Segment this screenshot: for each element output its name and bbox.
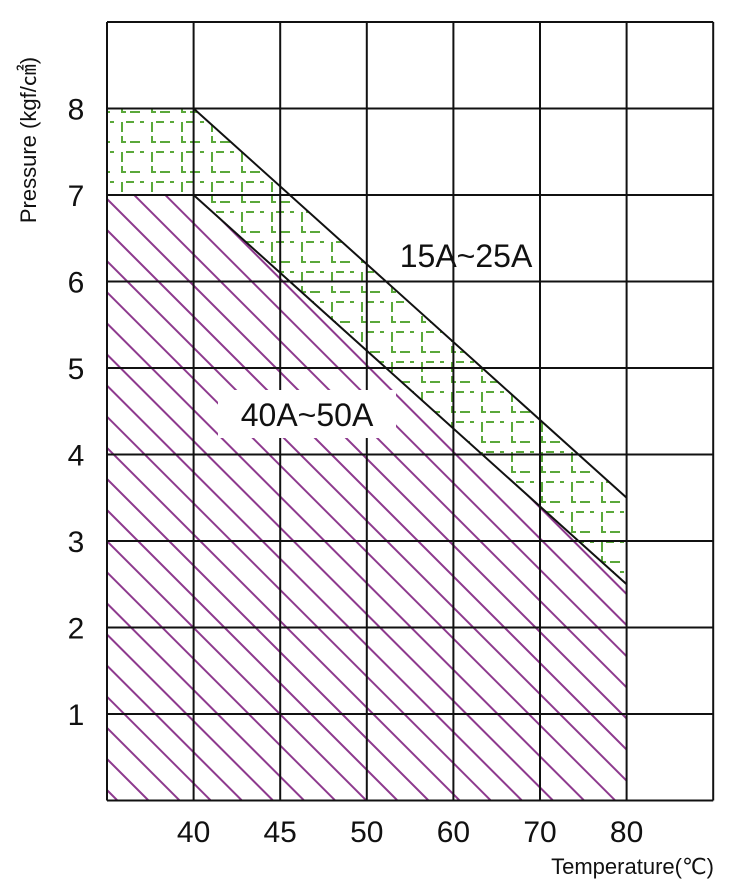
y-tick-label: 4 xyxy=(68,440,85,473)
x-tick-label: 45 xyxy=(264,816,297,849)
x-tick-label: 50 xyxy=(350,816,383,849)
y-tick-label: 7 xyxy=(68,180,85,213)
y-axis-title: Pressure (kgf/㎠) xyxy=(16,57,41,223)
y-tick-label: 5 xyxy=(68,353,85,386)
y-tick-label: 2 xyxy=(68,613,85,646)
annotation-40a-50a: 40A~50A xyxy=(241,397,374,433)
boundary-line-15a-25a xyxy=(192,107,628,499)
y-tick-label: 1 xyxy=(68,699,85,732)
y-tick-label: 8 xyxy=(68,94,85,127)
x-tick-label: 60 xyxy=(437,816,470,849)
y-tick-label: 6 xyxy=(68,267,85,300)
annotation-15a-25a: 15A~25A xyxy=(400,238,533,274)
boundary-line-40a-50a xyxy=(192,194,628,585)
x-tick-label: 40 xyxy=(177,816,210,849)
y-tick-label: 3 xyxy=(68,526,85,559)
x-tick-label: 80 xyxy=(610,816,643,849)
x-axis-title: Temperature(℃) xyxy=(551,854,714,879)
x-tick-label: 70 xyxy=(523,816,556,849)
annotation-background xyxy=(218,390,396,438)
